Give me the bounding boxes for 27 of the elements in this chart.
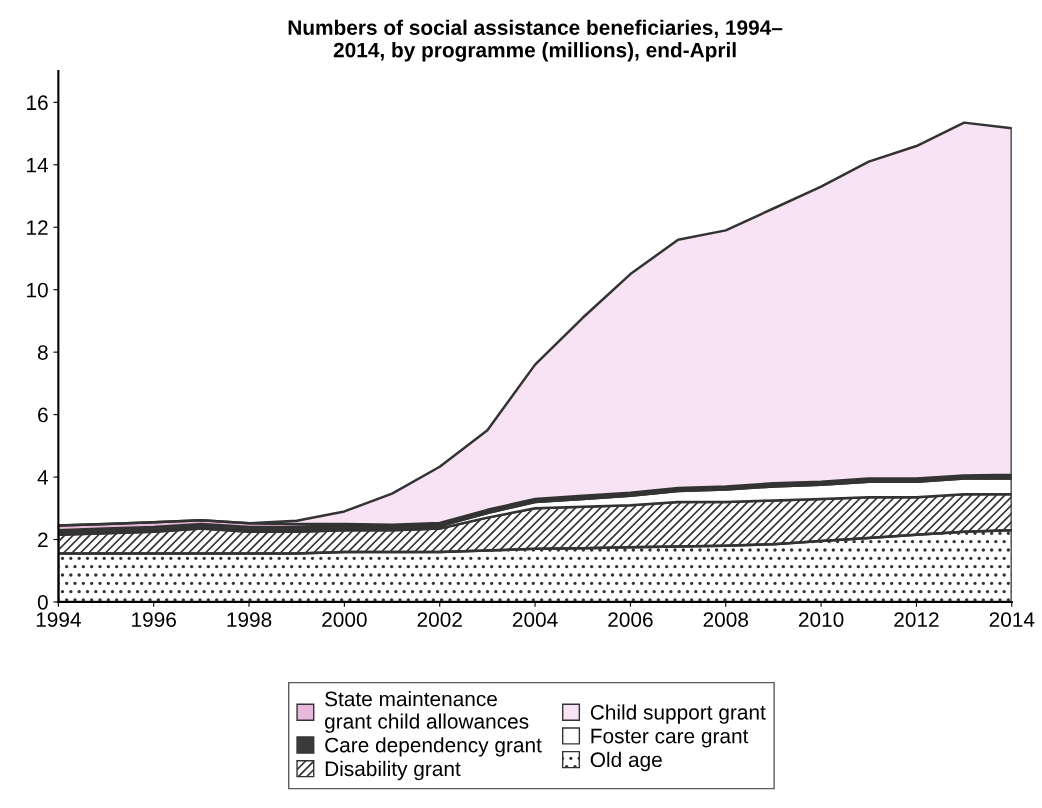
x-tick-label: 1994 — [36, 612, 81, 627]
y-tick-label: 12 — [27, 220, 48, 235]
chart-title: Numbers of social assistance beneficiaries, 1994– 2014, by programme (millions), end-April — [288, 19, 783, 62]
x-tick-label: 2004 — [512, 612, 558, 627]
x-tick-label: 2000 — [322, 612, 367, 627]
y-tick-label: 4 — [37, 470, 49, 485]
legend-label: State maintenance grant child allowances — [325, 691, 529, 733]
legend-label: Foster care grant — [591, 728, 749, 748]
y-tick-label: 2 — [38, 532, 48, 548]
legend-label: Old age — [590, 751, 662, 772]
y-tick-label: 0 — [37, 594, 48, 610]
x-tick-label: 2006 — [608, 612, 653, 627]
legend-label: Disability grant — [325, 760, 461, 781]
x-tick-label: 2008 — [703, 612, 749, 627]
y-tick-label: 14 — [27, 158, 49, 173]
x-tick-label: 2002 — [417, 612, 462, 627]
x-tick-label: 2012 — [894, 612, 939, 627]
x-tick-label: 1996 — [132, 612, 176, 627]
y-tick-label: 8 — [37, 345, 48, 360]
legend-label: Care dependency grant — [325, 737, 542, 757]
x-tick-label: 1998 — [227, 612, 272, 627]
x-tick-label: 2014 — [989, 612, 1035, 627]
y-tick-label: 6 — [38, 407, 48, 423]
x-tick-label: 2010 — [798, 612, 844, 627]
y-tick-label: 10 — [27, 282, 48, 298]
legend-label: Child support grant — [590, 704, 766, 724]
y-tick-label: 16 — [27, 95, 48, 111]
